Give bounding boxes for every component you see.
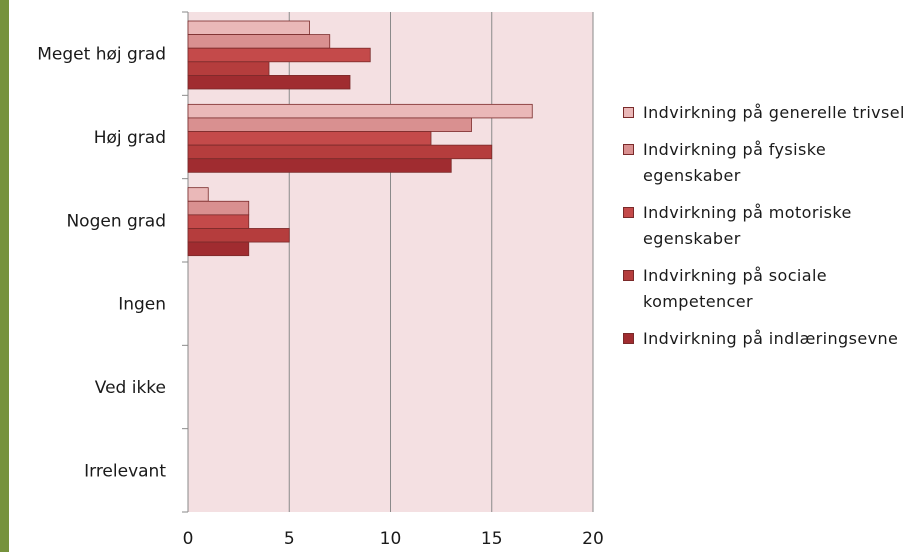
- category-label: Ingen: [118, 295, 166, 315]
- bar: [187, 144, 493, 160]
- bar: [187, 187, 209, 202]
- legend-item: Indvirkning på indlæringsevne: [619, 326, 909, 352]
- category-label: Ved ikke: [95, 378, 166, 398]
- x-tick-label: 15: [481, 529, 503, 549]
- bar: [187, 34, 331, 49]
- x-tick-label: 10: [380, 529, 402, 549]
- legend-swatch: [623, 207, 634, 218]
- category-label: Nogen grad: [66, 211, 166, 231]
- bar: [187, 228, 290, 243]
- category-label: Høj grad: [94, 128, 166, 148]
- bar: [187, 75, 351, 90]
- bar: [187, 214, 250, 229]
- bar: [187, 200, 250, 216]
- legend-item: Indvirkning på generelle trivsel: [619, 100, 909, 126]
- legend-swatch: [623, 270, 634, 281]
- bar: [187, 158, 452, 173]
- category-label: Irrelevant: [84, 461, 166, 481]
- legend-label: Indvirkning på motoriske egenskaber: [643, 203, 852, 248]
- legend-label: Indvirkning på indlæringsevne: [643, 329, 899, 348]
- bar: [187, 103, 533, 119]
- legend-swatch: [623, 144, 634, 155]
- legend-label: Indvirkning på sociale kompetencer: [643, 266, 828, 311]
- left-border-strip: [0, 0, 9, 552]
- legend-swatch: [623, 107, 634, 118]
- legend-label: Indvirkning på generelle trivsel: [643, 103, 905, 122]
- legend-swatch: [623, 333, 634, 344]
- legend: Indvirkning på generelle trivsel Indvirkn…: [619, 100, 909, 363]
- legend-label: Indvirkning på fysiske egenskaber: [643, 140, 827, 185]
- category-label: Meget høj grad: [37, 45, 166, 65]
- legend-item: Indvirkning på fysiske egenskaber: [619, 137, 909, 189]
- bars: [187, 20, 533, 257]
- bar: [187, 47, 371, 63]
- bar: [187, 117, 472, 132]
- gridlines: [182, 11, 594, 513]
- legend-item: Indvirkning på sociale kompetencer: [619, 263, 909, 315]
- bar: [187, 241, 250, 257]
- x-tick-label: 0: [183, 529, 194, 549]
- bar: [187, 20, 310, 36]
- x-tick-labels: 0 5 10 15 20: [183, 529, 604, 549]
- category-labels: Meget høj grad Høj grad Nogen grad Ingen Ved…: [37, 45, 166, 482]
- legend-item: Indvirkning på motoriske egenskaber: [619, 200, 909, 252]
- x-tick-label: 5: [284, 529, 295, 549]
- bar: [187, 131, 432, 146]
- x-tick-label: 20: [582, 529, 604, 549]
- bar: [187, 61, 270, 76]
